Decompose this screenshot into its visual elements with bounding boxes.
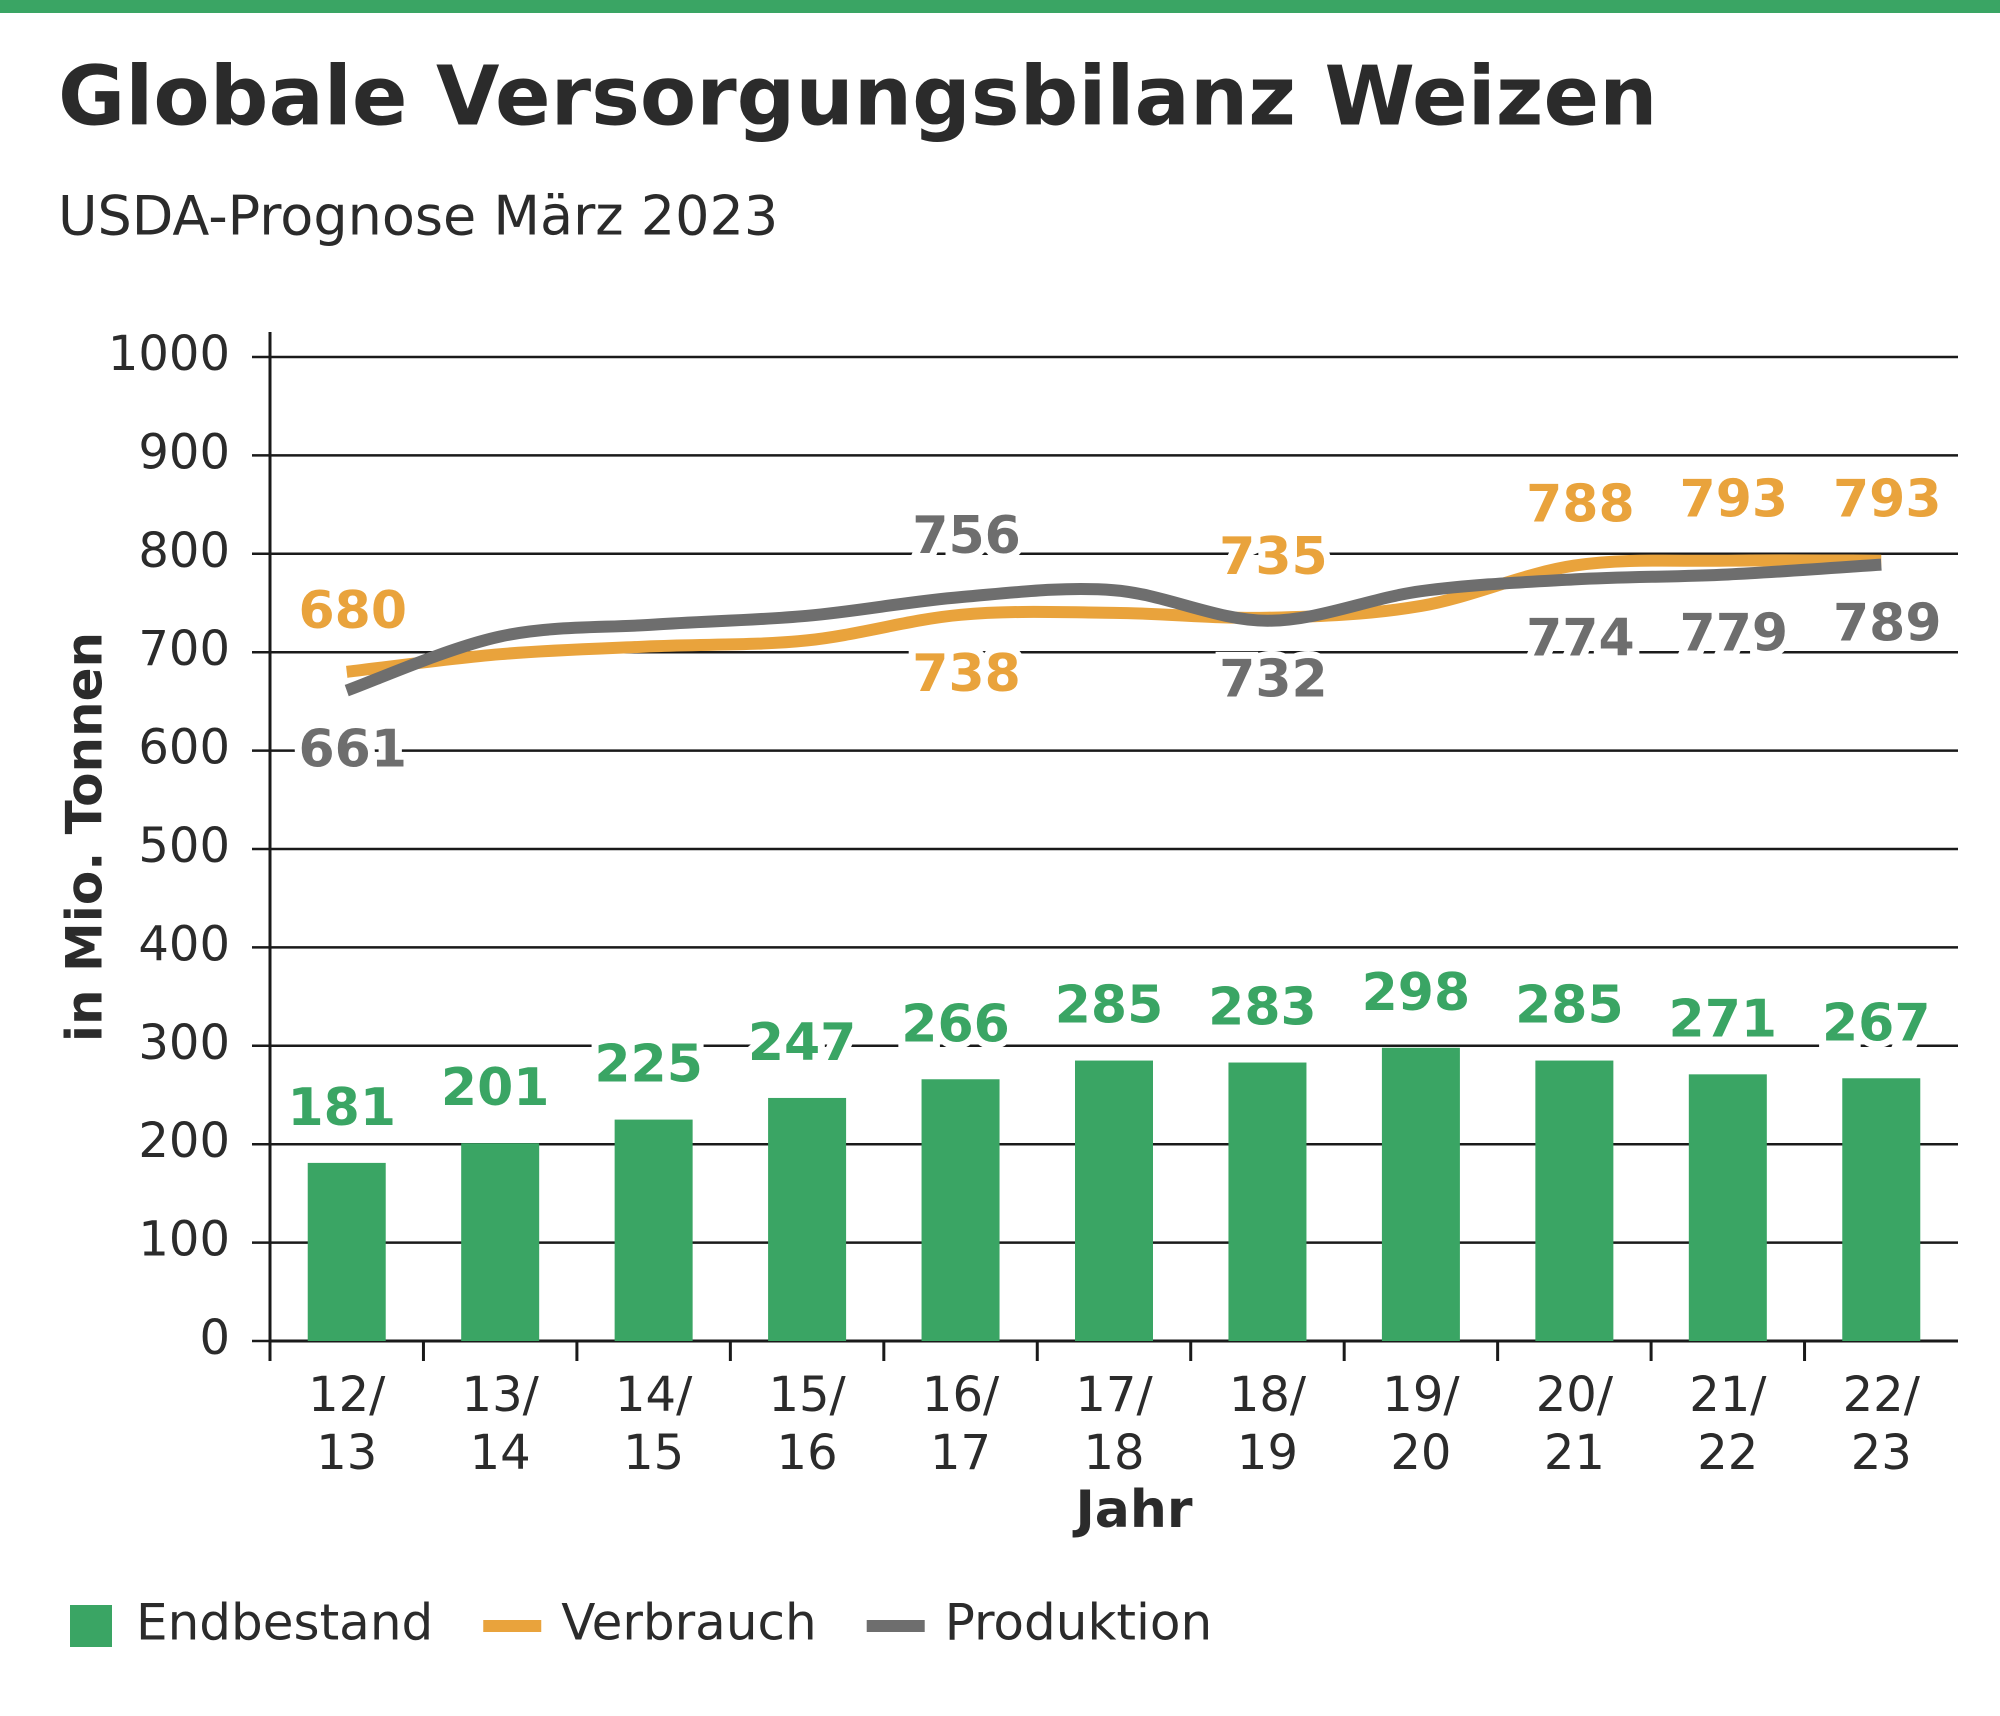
legend-label: Produktion xyxy=(945,1594,1212,1652)
bar-value-label: 225 xyxy=(594,1035,703,1095)
line-value-label: 793 xyxy=(1680,470,1789,530)
bar xyxy=(307,1162,386,1341)
x-tick-label-line: 22 xyxy=(1697,1425,1758,1481)
line-value-label: 738 xyxy=(912,644,1021,704)
x-tick-label-line: 15 xyxy=(623,1425,684,1481)
top-stripe xyxy=(0,0,2000,13)
x-tick-label-line: 16 xyxy=(777,1425,838,1481)
x-tick-label: 18/19 xyxy=(1229,1367,1307,1481)
bar xyxy=(1535,1060,1614,1341)
y-tick-label: 300 xyxy=(138,1015,230,1071)
bar-value-label: 283 xyxy=(1208,978,1317,1038)
line xyxy=(346,554,1882,678)
bar-value-label: 201 xyxy=(441,1058,550,1118)
x-axis-label: Jahr xyxy=(1072,1480,1192,1540)
x-tick-label: 19/20 xyxy=(1382,1367,1460,1481)
bar-value-label: 285 xyxy=(1515,976,1624,1036)
x-tick-label-line: 18 xyxy=(1083,1425,1144,1481)
line-value-label: 661 xyxy=(298,720,407,780)
line-value-label: 774 xyxy=(1526,608,1635,668)
y-tick-label: 100 xyxy=(138,1212,230,1268)
bar-value-label: 271 xyxy=(1669,989,1778,1049)
bar xyxy=(1842,1078,1921,1341)
bar xyxy=(768,1097,847,1341)
x-tick-label-line: 19 xyxy=(1237,1425,1298,1481)
legend-label: Endbestand xyxy=(136,1594,433,1652)
line-value-label: 789 xyxy=(1833,594,1942,654)
line xyxy=(344,558,1882,697)
bar-value-label: 298 xyxy=(1362,963,1471,1023)
x-tick-label-line: 13/ xyxy=(462,1367,540,1423)
line-value-label: 735 xyxy=(1219,527,1328,587)
line-value-label: 756 xyxy=(912,506,1021,566)
bar xyxy=(1688,1074,1767,1341)
y-tick-label: 900 xyxy=(138,424,230,480)
y-tick-label: 800 xyxy=(138,523,230,579)
x-tick-label-line: 12/ xyxy=(308,1367,386,1423)
line-value-label: 732 xyxy=(1219,650,1328,710)
y-tick-label: 600 xyxy=(138,720,230,776)
x-tick-label-line: 22/ xyxy=(1843,1367,1921,1423)
x-tick-label: 20/21 xyxy=(1536,1367,1614,1481)
x-tick-label-line: 17 xyxy=(930,1425,991,1481)
x-tick-label-line: 17/ xyxy=(1075,1367,1153,1423)
line-value-label: 793 xyxy=(1833,470,1942,530)
x-tick-label: 12/13 xyxy=(308,1367,386,1481)
bar xyxy=(921,1079,1000,1341)
y-axis-label: in Mio. Tonnen xyxy=(56,632,114,1042)
x-tick-label-line: 21/ xyxy=(1689,1367,1767,1423)
x-tick-label: 14/15 xyxy=(615,1367,693,1481)
chart-subtitle: USDA-Prognose März 2023 xyxy=(58,185,778,248)
x-tick-label-line: 14/ xyxy=(615,1367,693,1423)
y-tick-label: 1000 xyxy=(108,326,230,382)
bar-value-label: 247 xyxy=(748,1013,857,1073)
x-tick-label-line: 23 xyxy=(1851,1425,1912,1481)
line-value-label: 779 xyxy=(1680,603,1789,663)
x-tick-label-line: 14 xyxy=(470,1425,531,1481)
x-tick-label: 15/16 xyxy=(768,1367,846,1481)
y-tick-label: 500 xyxy=(138,818,230,874)
bar-value-label: 266 xyxy=(901,994,1010,1054)
legend-swatch xyxy=(70,1605,112,1647)
x-tick-label: 13/14 xyxy=(462,1367,540,1481)
x-tick-label-line: 20/ xyxy=(1536,1367,1614,1423)
legend-label: Verbrauch xyxy=(561,1594,816,1652)
bar-value-label: 181 xyxy=(287,1078,396,1138)
chart-title: Globale Versorgungsbilanz Weizen xyxy=(58,49,1657,144)
x-tick-label-line: 21 xyxy=(1544,1425,1605,1481)
x-tick-label: 21/22 xyxy=(1689,1367,1767,1481)
bar-value-label: 285 xyxy=(1055,976,1164,1036)
y-tick-label: 0 xyxy=(199,1310,230,1366)
bar xyxy=(1381,1047,1460,1341)
y-tick-label: 400 xyxy=(138,916,230,972)
y-tick-label: 200 xyxy=(138,1113,230,1169)
x-tick-label: 22/23 xyxy=(1843,1367,1921,1481)
bar-value-label: 267 xyxy=(1822,993,1931,1053)
x-tick-label-line: 13 xyxy=(316,1425,377,1481)
y-tick-label: 700 xyxy=(138,621,230,677)
x-tick-label: 17/18 xyxy=(1075,1367,1153,1481)
bar xyxy=(461,1143,540,1341)
line-value-label: 788 xyxy=(1526,475,1635,535)
bar xyxy=(1228,1062,1307,1341)
x-tick-label: 16/17 xyxy=(922,1367,1000,1481)
x-tick-label-line: 15/ xyxy=(768,1367,846,1423)
bar xyxy=(614,1119,693,1341)
x-tick-label-line: 20 xyxy=(1390,1425,1451,1481)
bar xyxy=(1075,1060,1153,1341)
x-tick-label-line: 18/ xyxy=(1229,1367,1307,1423)
x-tick-label-line: 16/ xyxy=(922,1367,1000,1423)
x-tick-label-line: 19/ xyxy=(1382,1367,1460,1423)
line-value-label: 680 xyxy=(298,581,407,641)
